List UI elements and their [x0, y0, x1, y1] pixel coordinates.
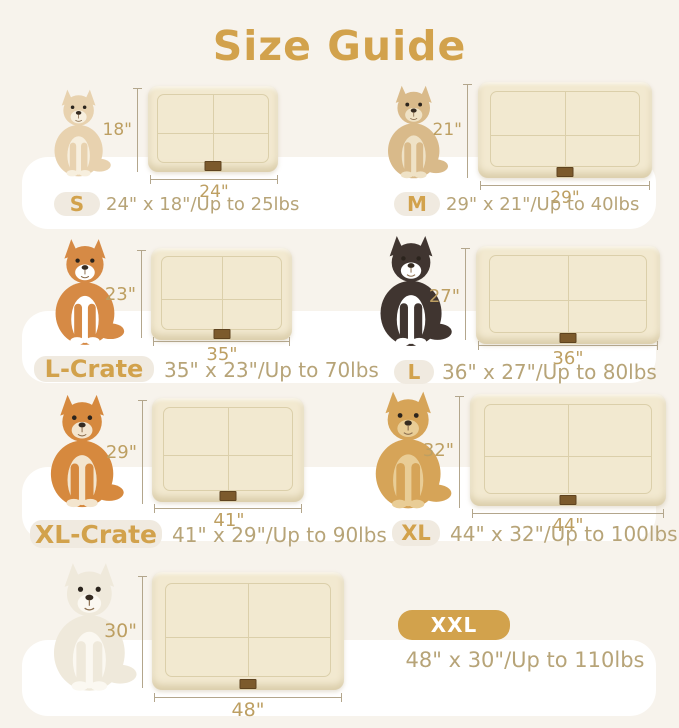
mat-seam — [213, 93, 214, 163]
size-spec-s: 24" x 18"/Up to 25lbs — [106, 194, 300, 215]
height-dimension-line — [138, 576, 147, 688]
mat-seam — [157, 133, 269, 135]
size-spec-xxl: 48" x 30"/Up to 110lbs — [405, 648, 645, 672]
width-dimension-label: 41" — [213, 510, 245, 531]
width-dimension-label: 36" — [552, 348, 584, 369]
dog-photo-border-collie — [358, 234, 460, 348]
height-dimension-label: 23" — [104, 284, 136, 305]
mat-seam — [165, 636, 331, 638]
width-dimension-label: 44" — [552, 515, 584, 536]
size-spec-xl: 44" x 32"/Up to 100lbs — [450, 522, 678, 546]
mat-brand-tag — [213, 329, 230, 339]
size-spec-xl-crate: 41" x 29"/Up to 90lbs — [172, 523, 387, 547]
width-dimension-line — [154, 504, 302, 513]
mat-illustration — [148, 86, 278, 172]
height-dimension-line — [137, 250, 146, 338]
mat-brand-tag — [239, 679, 257, 689]
height-dimension-label: 21" — [432, 120, 462, 140]
size-badge-m: M — [394, 192, 440, 216]
mat-illustration — [470, 394, 666, 506]
size-spec-m: 29" x 21"/Up to 40lbs — [446, 194, 640, 215]
dog-photo-shiba-inu — [28, 390, 132, 512]
width-dimension-line — [153, 337, 290, 346]
width-dimension-line — [154, 693, 342, 702]
mat-brand-tag — [219, 491, 237, 501]
width-dimension-label: 48" — [231, 699, 265, 721]
width-dimension-line — [480, 181, 650, 190]
size-badge-s: S — [54, 192, 100, 216]
height-dimension-line — [461, 248, 470, 340]
mat-seam — [228, 407, 229, 491]
mat-seam — [568, 254, 569, 334]
height-dimension-label: 29" — [105, 442, 137, 463]
dog-photo-corgi — [34, 236, 132, 348]
mat-seam — [221, 256, 223, 330]
mat-seam — [160, 298, 283, 300]
width-dimension-line — [150, 175, 278, 184]
width-dimension-line — [472, 509, 664, 518]
width-dimension-label: 35" — [206, 344, 238, 365]
mat-illustration — [152, 572, 344, 690]
mat-seam — [162, 455, 294, 457]
dog-photo-havanese-puppy — [366, 84, 458, 180]
size-badge-xl: XL — [392, 520, 440, 546]
mat-illustration — [478, 82, 652, 178]
height-dimension-label: 32" — [422, 440, 454, 461]
height-dimension-label: 18" — [102, 120, 132, 140]
mat-seam — [490, 134, 640, 136]
mat-brand-tag — [559, 333, 577, 343]
mat-illustration — [152, 398, 304, 502]
size-spec-l-crate: 35" x 23"/Up to 70lbs — [164, 358, 379, 382]
size-badge-xxl: XXL — [398, 610, 510, 640]
size-badge-l: L — [394, 360, 434, 384]
width-dimension-line — [478, 341, 658, 350]
size-spec-l: 36" x 27"/Up to 80lbs — [442, 360, 657, 384]
size-badge-xl-crate: XL-Crate — [30, 520, 162, 549]
dog-photo-white-golden-retriever — [28, 552, 146, 702]
width-dimension-label: 24" — [199, 182, 229, 202]
dog-photo-golden-retriever — [352, 388, 460, 512]
height-dimension-line — [133, 88, 142, 172]
mat-seam — [568, 404, 569, 494]
mat-seam — [488, 299, 648, 301]
width-dimension-label: 29" — [550, 188, 580, 208]
mat-seam — [483, 455, 653, 457]
mat-brand-tag — [556, 167, 574, 177]
height-dimension-line — [463, 84, 472, 178]
mat-illustration — [151, 248, 292, 340]
page-title: Size Guide — [212, 22, 467, 70]
height-dimension-line — [138, 400, 147, 504]
mat-brand-tag — [559, 495, 577, 505]
height-dimension-label: 30" — [104, 620, 137, 642]
size-badge-l-crate: L-Crate — [34, 355, 154, 383]
dog-photo-chihuahua — [34, 88, 120, 178]
height-dimension-line — [455, 396, 464, 508]
mat-seam — [248, 582, 249, 678]
height-dimension-label: 27" — [428, 286, 460, 307]
mat-illustration — [476, 246, 660, 344]
mat-brand-tag — [204, 161, 222, 171]
mat-seam — [565, 90, 566, 168]
